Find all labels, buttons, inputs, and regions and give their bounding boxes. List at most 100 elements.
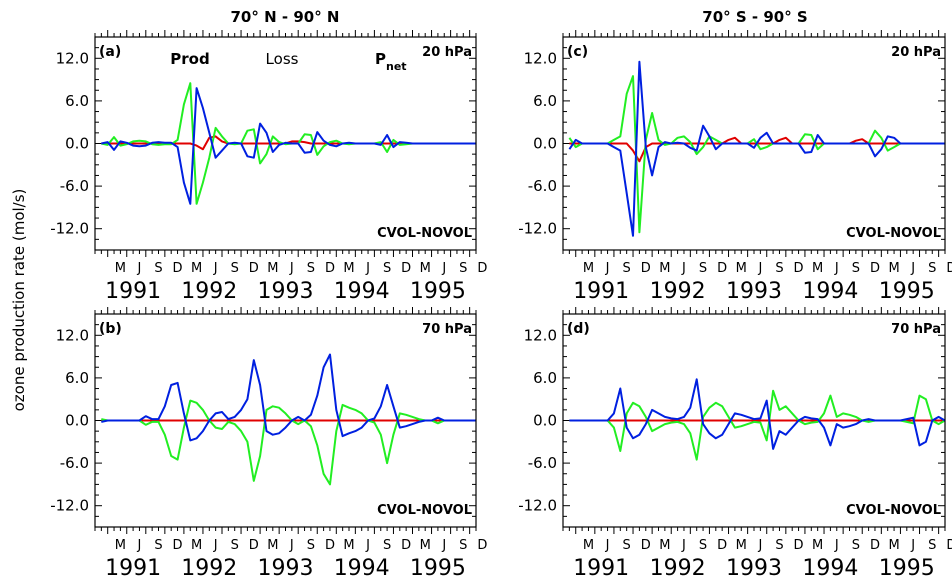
column-title-south: 70° S - 90° S [702,8,807,26]
month-label: D [870,261,880,276]
panel-c: 12.06.00.0-6.0-12.0M J S D M J S D M J S D M J S D M J S D1… [518,30,952,304]
month-label: D [401,261,411,276]
month-label: S [928,538,936,553]
month-label: M [191,261,202,276]
y-tick-label: -12.0 [50,497,89,515]
month-label: J [137,538,142,553]
month-label: J [910,261,915,276]
year-label: 1991 [573,279,629,304]
month-label: D [477,261,487,276]
month-label: S [775,538,783,553]
month-label: D [249,261,259,276]
month-label: D [641,538,651,553]
year-label: 1993 [258,279,314,304]
y-tick-label: -6.0 [528,454,557,472]
plot-frame [562,313,946,528]
column-title-north: 70° N - 90° N [231,8,340,26]
month-label: J [213,261,218,276]
experiment-annotation: CVOL-NOVOL [377,226,472,241]
y-axis-label: ozone production rate (mol/s) [10,189,28,412]
month-label: S [699,538,707,553]
month-label: J [365,538,370,553]
year-label: 1993 [726,556,782,581]
month-label: J [757,261,762,276]
panel-label: (a) [99,44,121,60]
month-label: M [343,261,354,276]
month-label: M [888,538,899,553]
y-tick-label: -12.0 [518,220,557,238]
month-label: J [289,261,294,276]
plot-frame [94,36,477,251]
month-label: M [115,261,126,276]
month-label: S [928,261,936,276]
month-label: S [307,538,315,553]
month-label: J [681,538,686,553]
month-label: D [401,538,411,553]
y-tick-label: -6.0 [60,454,89,472]
month-label: M [736,538,747,553]
pressure-label: 20 hPa [422,45,472,60]
month-label: M [736,261,747,276]
month-label: D [477,538,487,553]
month-label: J [441,261,446,276]
month-label: S [307,261,315,276]
pressure-label: 70 hPa [422,322,472,337]
year-label: 1991 [105,279,161,304]
year-label: 1991 [105,556,161,581]
month-label: S [231,538,239,553]
y-tick-label: 0.0 [65,135,89,153]
year-label: 1995 [879,279,935,304]
panel-d: 12.06.00.0-6.0-12.0M J S D M J S D M J S D M J S D M J S D1… [518,307,952,581]
year-label: 1994 [802,279,858,304]
plot-frame [94,313,477,528]
y-tick-label: 6.0 [65,92,89,110]
month-label: J [213,538,218,553]
month-label: S [383,261,391,276]
month-label: D [249,538,259,553]
year-label: 1994 [334,556,390,581]
month-label: S [852,538,860,553]
year-label: 1995 [879,556,935,581]
year-label: 1994 [802,556,858,581]
month-label: M [888,261,899,276]
month-label: J [365,261,370,276]
legend-pnet-sub: net [386,60,407,73]
month-label: J [681,261,686,276]
series-line-loss [568,60,945,237]
month-label: J [289,538,294,553]
month-label: M [812,538,823,553]
year-label: 1993 [258,556,314,581]
panel-label: (c) [567,44,588,60]
month-label: J [605,261,610,276]
panel-label: (b) [99,321,122,337]
month-label: S [231,261,239,276]
year-label: 1993 [726,279,782,304]
year-label: 1992 [650,556,706,581]
month-label: D [641,261,651,276]
month-label: S [775,261,783,276]
month-label: S [623,538,631,553]
series-line-pnet [101,399,476,486]
month-label: M [812,261,823,276]
legend-pnet: Pnet [375,50,407,73]
y-tick-label: 12.0 [524,49,557,67]
y-tick-label: 12.0 [524,326,557,344]
month-label: D [794,538,804,553]
year-label: 1992 [181,556,237,581]
panel-label: (d) [567,321,590,337]
y-tick-label: 0.0 [533,412,557,430]
month-label: D [946,538,952,553]
year-label: 1995 [410,279,466,304]
pressure-label: 70 hPa [891,322,941,337]
y-tick-label: 6.0 [533,92,557,110]
y-tick-label: -6.0 [528,177,557,195]
month-label: S [623,261,631,276]
plot-frame [562,36,946,251]
year-label: 1992 [181,279,237,304]
month-label: D [173,538,183,553]
month-label: D [173,261,183,276]
month-label: S [154,538,162,553]
month-label: M [420,538,431,553]
y-tick-label: 0.0 [65,412,89,430]
